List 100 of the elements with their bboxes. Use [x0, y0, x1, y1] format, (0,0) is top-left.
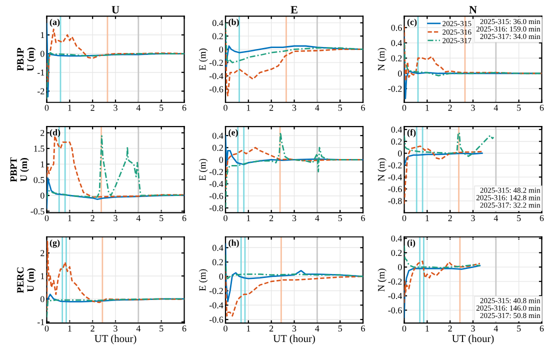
x-tick-label: 3 — [114, 215, 118, 222]
x-tick-label: 4 — [315, 104, 320, 111]
x-tick-label: 6 — [540, 104, 544, 111]
x-tick-label: 6 — [361, 215, 365, 222]
annotation: (f) — [407, 129, 416, 138]
y-tick-label: 0 — [398, 70, 402, 77]
x-tick-label: 2 — [90, 325, 94, 332]
y-tick-label: -0.4 — [388, 292, 402, 300]
y-tick-label: 0 — [219, 274, 224, 280]
y-tick-label: 0.2 — [212, 144, 223, 151]
x-tick-label: 1 — [246, 215, 250, 222]
x-axis-title: UT (hour) — [452, 334, 494, 344]
y-tick-label: 0.2 — [391, 55, 402, 62]
y-tick-label: 0.4 — [212, 244, 224, 251]
y-axis-title: E (m) — [198, 269, 208, 291]
x-tick-label: 5 — [160, 104, 164, 111]
y-tick-label: -1 — [37, 70, 44, 76]
y-tick-label: 0.2 — [391, 138, 402, 145]
x-tick-label: 3 — [114, 325, 118, 332]
x-tick-label: 5 — [160, 215, 164, 222]
x-tick-label: 2 — [269, 215, 274, 222]
annotation: (h) — [228, 239, 239, 248]
y-tick-label: 0.2 — [212, 33, 223, 40]
annotation: (c) — [407, 18, 417, 27]
y-axis-title: E (m) — [198, 158, 208, 181]
x-tick-label: 6 — [361, 325, 365, 332]
x-tick-label: 2 — [448, 215, 452, 222]
y-tick-label: 0 — [219, 156, 224, 163]
x-tick-label: 4 — [494, 215, 498, 222]
y-tick-label: -0.2 — [388, 278, 402, 285]
y-tick-label: 1.5 — [34, 146, 44, 152]
y-tick-label: 0.4 — [391, 40, 402, 46]
y-tick-label: -2 — [37, 88, 44, 94]
x-tick-label: 2 — [448, 325, 452, 332]
annotation: (e) — [228, 129, 238, 138]
y-axis-title: PBJP U (m) — [17, 48, 36, 72]
x-tick-label: 0 — [224, 215, 228, 222]
y-tick-label: 0.6 — [391, 24, 402, 31]
x-tick-label: 3 — [114, 104, 118, 111]
x-tick-label: 5 — [338, 326, 342, 332]
x-tick-label: 5 — [517, 326, 521, 332]
x-tick-label: 0 — [44, 215, 49, 222]
y-tick-label: -0.6 — [209, 86, 224, 92]
y-tick-label: -0.4 — [209, 302, 224, 308]
y-tick-label: 1 — [40, 273, 44, 280]
y-tick-label: -0.2 — [209, 60, 223, 66]
y-tick-label: -0.2 — [388, 86, 402, 92]
chart-title: U — [112, 6, 120, 14]
y-tick-label: 0 — [398, 264, 402, 270]
x-tick-label: 1 — [246, 104, 250, 111]
y-tick-label: 1 — [40, 161, 44, 168]
y-axis-title: N (m) — [378, 48, 386, 71]
x-tick-label: 5 — [338, 215, 342, 222]
y-tick-label: 0.5 — [34, 176, 44, 184]
x-tick-label: 0 — [44, 104, 49, 111]
y-tick-label: -0.8 — [209, 205, 224, 212]
y-tick-label: 2 — [40, 130, 44, 136]
x-tick-label: 1 — [426, 325, 429, 332]
x-tick-label: 4 — [136, 215, 141, 222]
y-axis-title: N (m) — [378, 158, 386, 182]
y-tick-label: 0 — [398, 150, 402, 156]
y-tick-label: 0.4 — [212, 132, 224, 139]
y-axis-title: PBPT U (m) — [10, 157, 29, 182]
y-tick-label: 0.2 — [212, 259, 223, 266]
x-tick-label: 6 — [182, 215, 186, 222]
annotation: (b) — [228, 18, 239, 27]
x-tick-label: 1 — [246, 325, 250, 332]
x-tick-label: 3 — [292, 104, 296, 111]
x-tick-label: 5 — [160, 326, 164, 332]
x-tick-label: 6 — [182, 104, 186, 111]
x-tick-label: 2 — [90, 215, 94, 222]
y-axis-title: PERC U (m) — [17, 268, 36, 294]
x-tick-label: 1 — [426, 215, 429, 222]
x-tick-label: 1 — [68, 325, 72, 332]
y-tick-label: -0.2 — [388, 162, 402, 168]
chart-title: E — [290, 6, 298, 14]
x-tick-label: 4 — [494, 104, 498, 111]
x-tick-label: 6 — [361, 104, 365, 111]
x-tick-label: 6 — [540, 325, 544, 332]
annotation: (i) — [407, 239, 416, 248]
y-tick-label: 0 — [40, 192, 44, 199]
y-tick-label: -0.4 — [209, 180, 224, 188]
y-tick-label: -0.6 — [209, 192, 224, 200]
y-tick-label: 0 — [40, 50, 44, 57]
x-tick-label: 1 — [426, 104, 429, 111]
x-tick-label: 4 — [315, 215, 320, 222]
y-tick-label: 0 — [40, 296, 44, 302]
x-tick-label: 4 — [136, 104, 141, 111]
y-tick-label: -0.4 — [209, 72, 224, 80]
y-axis-title: N (m) — [378, 268, 386, 292]
x-tick-label: 1 — [68, 215, 72, 222]
x-tick-label: 6 — [540, 215, 544, 222]
annotation: (g) — [50, 239, 60, 248]
x-tick-label: 2 — [269, 325, 274, 332]
x-axis-title: UT (hour) — [94, 334, 136, 344]
x-tick-label: 4 — [494, 326, 498, 332]
x-tick-label: 4 — [136, 326, 141, 332]
x-tick-label: 5 — [517, 215, 521, 222]
x-tick-label: 0 — [224, 104, 228, 111]
x-tick-label: 2 — [269, 104, 274, 111]
